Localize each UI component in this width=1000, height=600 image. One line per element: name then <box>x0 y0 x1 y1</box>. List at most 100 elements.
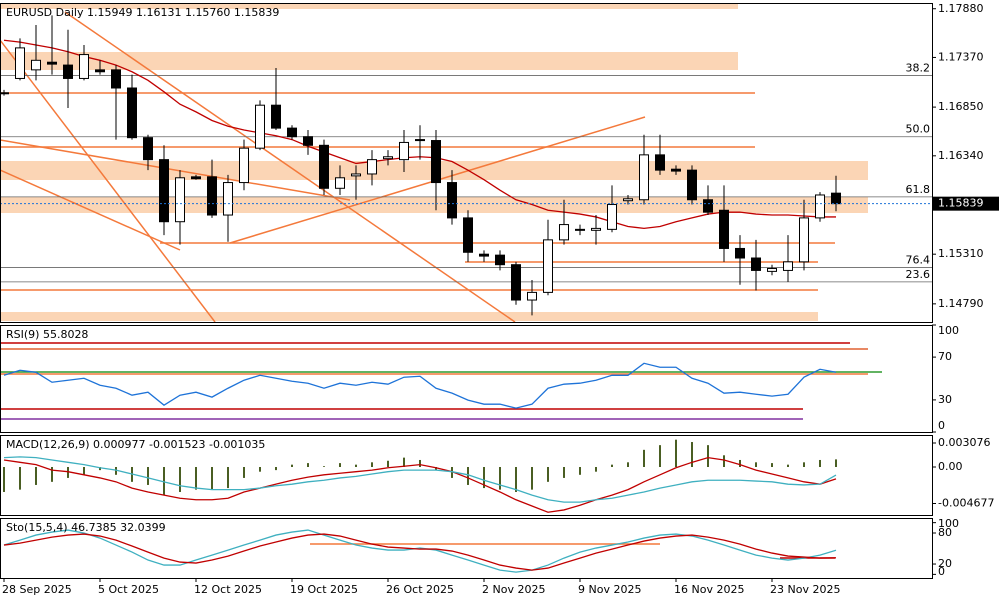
trend-line <box>64 11 516 322</box>
candle-body <box>111 69 121 89</box>
candle-body <box>383 156 393 160</box>
candle-body <box>751 257 761 271</box>
y-tick-label: 1.16850 <box>938 100 984 113</box>
histogram-bar <box>115 467 117 475</box>
panel-title: RSI(9) 55.8028 <box>6 328 88 341</box>
candle-body <box>527 291 537 301</box>
histogram-bar <box>595 467 597 472</box>
y-tick-label: 0.00 <box>938 460 963 473</box>
y-tick-label: 1.16340 <box>938 149 984 162</box>
histogram-bar <box>227 467 229 489</box>
last-price-label: 1.15839 <box>938 197 984 210</box>
histogram-bar <box>67 467 69 478</box>
x-tick-label: 2 Nov 2025 <box>482 583 545 596</box>
candle-body <box>799 217 809 263</box>
y-tick-label: 1.15310 <box>938 247 984 260</box>
y-tick-label: 80 <box>938 526 952 539</box>
y-tick-label: 100 <box>938 324 959 337</box>
y-tick-label: 0.003076 <box>938 436 991 449</box>
candle-body <box>335 177 345 189</box>
histogram-bar <box>675 439 677 467</box>
candle-body <box>575 228 585 231</box>
candle-body <box>303 136 313 146</box>
panel-title: Sto(15,5,4) 46.7385 32.0399 <box>6 521 166 534</box>
histogram-bar <box>291 464 293 467</box>
histogram-bar <box>435 467 437 471</box>
histogram-bar <box>339 463 341 467</box>
fib-label: 23.6 <box>906 268 931 281</box>
candle-body <box>767 268 777 272</box>
candle-body <box>495 254 505 266</box>
histogram-bar <box>83 467 85 475</box>
panel-title: MACD(12,26,9) 0.000977 -0.001523 -0.0010… <box>6 438 265 451</box>
histogram-bar <box>451 467 453 478</box>
histogram-bar <box>147 467 149 485</box>
x-tick-label: 9 Nov 2025 <box>578 583 641 596</box>
histogram-bar <box>179 467 181 492</box>
histogram-bar <box>99 467 101 471</box>
y-tick-label: 1.17370 <box>938 50 984 63</box>
histogram-bar <box>195 467 197 490</box>
x-tick-label: 16 Nov 2025 <box>674 583 744 596</box>
histogram-bar <box>659 445 661 467</box>
candle-body <box>415 139 425 142</box>
histogram-bar <box>307 463 309 467</box>
candle-body <box>559 224 569 241</box>
candle-body <box>543 239 553 293</box>
fib-label: 76.4 <box>906 254 931 267</box>
y-tick-label: 1.17880 <box>938 2 984 15</box>
panel-frame <box>0 325 933 433</box>
x-tick-label: 19 Oct 2025 <box>290 583 358 596</box>
zone <box>1 52 738 70</box>
zone <box>1 3 738 9</box>
histogram-bar <box>627 462 629 467</box>
series-line <box>3 456 837 503</box>
x-tick-label: 5 Oct 2025 <box>98 583 159 596</box>
candle-body <box>207 176 217 216</box>
candle-body <box>223 182 233 216</box>
candle-body <box>623 198 633 202</box>
trend-line <box>1 169 181 251</box>
histogram-bar <box>611 464 613 467</box>
y-tick-label: 0 <box>938 419 945 432</box>
x-tick-label: 23 Nov 2025 <box>770 583 840 596</box>
histogram-bar <box>563 467 565 478</box>
candle-body <box>783 261 793 271</box>
histogram-bar <box>579 467 581 475</box>
panel-plot <box>3 362 837 409</box>
histogram-bar <box>163 467 165 496</box>
y-tick-label: 0 <box>938 565 945 578</box>
candle-body <box>655 154 665 171</box>
candle-body <box>687 169 697 201</box>
candle-body <box>591 227 601 231</box>
candle-body <box>431 140 441 184</box>
histogram-bar <box>835 459 837 467</box>
candle-body <box>479 253 489 257</box>
zone <box>1 312 818 321</box>
histogram-bar <box>819 459 821 467</box>
marks <box>1 15 932 573</box>
candle-body <box>815 194 825 219</box>
y-tick-label: 20 <box>938 557 952 570</box>
candle-body <box>511 264 521 301</box>
candle-body <box>63 64 73 79</box>
candle-body <box>175 177 185 223</box>
histogram-bar <box>355 464 357 467</box>
panel-title: EURUSD Daily 1.15949 1.16131 1.15760 1.1… <box>6 6 279 19</box>
candle-body <box>159 159 169 223</box>
histogram-bar <box>35 467 37 485</box>
candle-body <box>831 192 841 205</box>
last-price-box <box>933 196 999 211</box>
histogram-bar <box>723 455 725 467</box>
histogram-bar <box>547 467 549 482</box>
panel-plot <box>1 15 932 316</box>
x-tick-label: 28 Sep 2025 <box>2 583 72 596</box>
histogram-bar <box>643 449 645 467</box>
fib-label: 38.2 <box>906 62 931 75</box>
candle-body <box>399 141 409 161</box>
series-line <box>3 529 837 573</box>
histogram-bar <box>19 467 21 490</box>
histogram-bar <box>51 467 53 482</box>
candle-body <box>47 61 57 65</box>
